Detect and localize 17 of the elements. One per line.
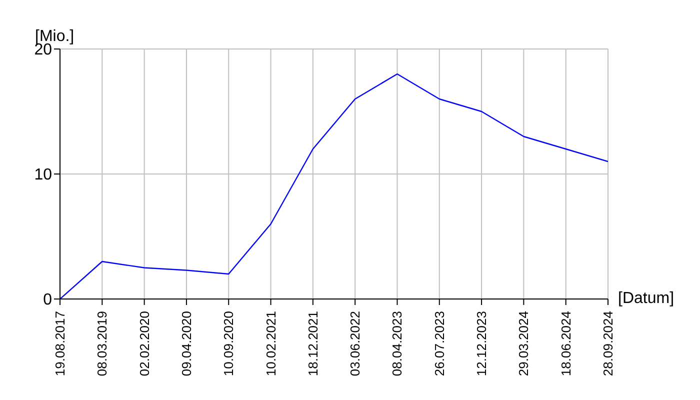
x-tick-label: 12.12.2023 [474,311,490,376]
x-tick-label: 28.09.2024 [600,311,616,376]
x-tick-label: 26.07.2023 [432,311,447,376]
x-tick-label: 09.04.2020 [178,311,194,376]
x-tick-label: 18.06.2024 [558,311,574,376]
x-tick-label: 19.08.2017 [52,311,68,376]
y-tick-label: 0 [43,292,52,309]
x-tick-label: 29.03.2024 [516,311,532,376]
x-tick-label: 18.12.2021 [305,311,320,376]
x-tick-label: 10.09.2020 [221,311,236,376]
x-tick-label: 08.04.2023 [390,311,405,376]
x-axis-title: [Datum] [618,290,674,307]
x-tick-label: 10.02.2021 [263,311,278,376]
x-tick-label: 03.06.2022 [348,311,363,376]
x-tick-label: 02.02.2020 [136,311,152,376]
y-tick-label: 10 [34,166,52,184]
x-tick-label: 08.03.2019 [94,311,110,376]
